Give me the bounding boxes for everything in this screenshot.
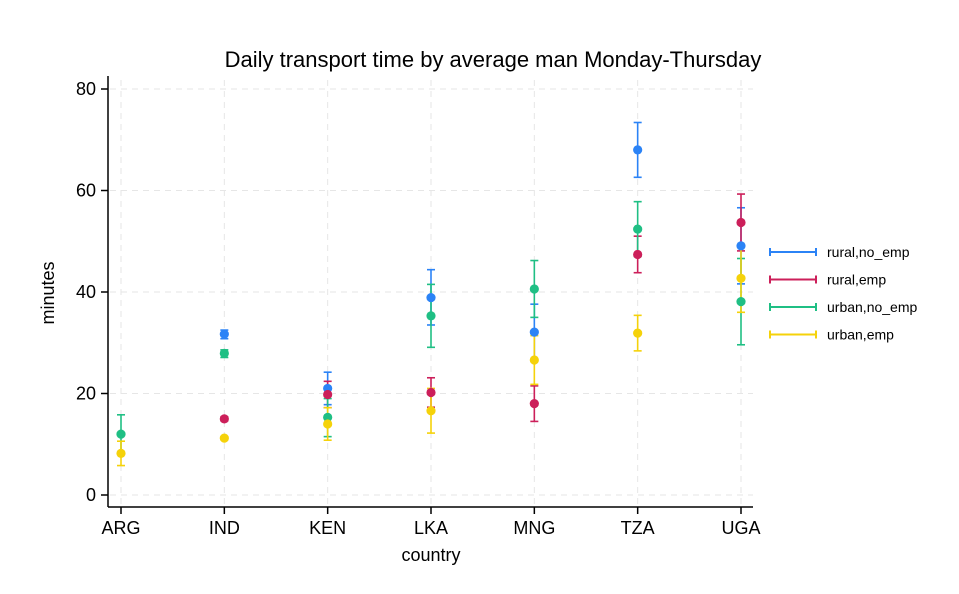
- legend-label-urban-emp: urban,emp: [827, 327, 894, 343]
- point-urban-no-emp: [116, 429, 126, 439]
- y-tick-label: 40: [76, 282, 96, 302]
- x-tick-label: MNG: [513, 518, 555, 538]
- point-rural-emp: [426, 387, 436, 398]
- chart-title: Daily transport time by average man Mond…: [225, 47, 762, 72]
- point-urban-no-emp: [426, 311, 436, 321]
- x-tick-label: LKA: [414, 518, 448, 538]
- point-urban-emp: [736, 273, 746, 283]
- point-urban-no-emp: [219, 348, 229, 359]
- point-urban-no-emp: [736, 297, 746, 307]
- point-rural-emp: [633, 249, 643, 260]
- point-rural-emp: [736, 217, 746, 228]
- legend-label-rural-no-emp: rural,no_emp: [827, 244, 910, 260]
- legend: rural,no_emp rural,emp urban,no_emp urban,e…: [769, 244, 918, 343]
- point-urban-emp: [529, 355, 539, 365]
- x-tick-label: IND: [209, 518, 240, 538]
- y-tick-label: 0: [86, 485, 96, 505]
- legend-label-urban-no-emp: urban,no_emp: [827, 299, 918, 315]
- point-rural-no-emp: [529, 327, 539, 337]
- point-urban-emp: [219, 433, 229, 443]
- x-tick-label: ARG: [101, 518, 140, 538]
- x-tick-label: TZA: [621, 518, 655, 538]
- point-rural-emp: [219, 414, 229, 424]
- x-axis-title: country: [401, 545, 460, 565]
- point-rural-no-emp: [219, 329, 229, 339]
- point-urban-no-emp: [529, 284, 539, 294]
- y-tick-label: 60: [76, 181, 96, 201]
- point-urban-emp: [323, 419, 333, 429]
- data-marks: [116, 121, 746, 467]
- point-urban-emp: [633, 328, 643, 338]
- y-axis-title: minutes: [38, 261, 58, 324]
- y-tick-label: 20: [76, 384, 96, 404]
- point-rural-emp: [529, 399, 539, 409]
- point-rural-emp: [323, 389, 333, 400]
- axes: 0 20 40 60 80 ARG IND KEN LKA MNG TZA UGA: [76, 76, 761, 538]
- point-rural-no-emp: [736, 241, 746, 251]
- y-tick-label: 80: [76, 79, 96, 99]
- point-rural-no-emp: [633, 145, 643, 155]
- point-urban-no-emp: [323, 412, 333, 422]
- x-tick-label: UGA: [721, 518, 760, 538]
- point-urban-emp: [426, 406, 436, 416]
- point-rural-no-emp: [426, 292, 436, 303]
- legend-label-rural-emp: rural,emp: [827, 272, 886, 288]
- point-urban-emp: [116, 448, 126, 458]
- point-urban-no-emp: [633, 224, 643, 234]
- x-tick-label: KEN: [309, 518, 346, 538]
